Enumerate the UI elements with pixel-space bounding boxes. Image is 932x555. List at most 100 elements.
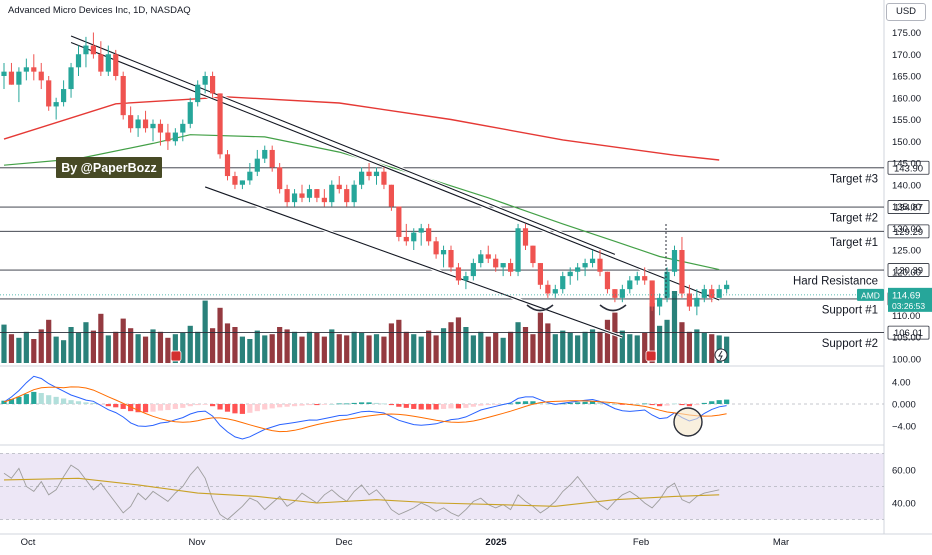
volume-bar <box>433 335 439 363</box>
pattern-arc <box>599 304 627 312</box>
candle-body <box>359 171 365 185</box>
volume-bar <box>381 336 387 363</box>
earnings-marker-icon <box>170 350 182 362</box>
ma-long-line <box>3 96 720 161</box>
volume-bar <box>232 327 238 363</box>
volume-bar <box>508 331 514 363</box>
macd-histogram-bar <box>61 398 67 404</box>
candle-body <box>701 289 707 298</box>
level-badge <box>887 160 930 175</box>
volume-bar <box>314 333 320 363</box>
macd-histogram-bar <box>321 404 327 405</box>
volume-bar <box>522 327 529 363</box>
volume-bar <box>351 331 357 363</box>
trend-channel <box>70 34 720 339</box>
volume-bar <box>53 336 59 363</box>
candle-body <box>515 228 521 272</box>
macd-histogram-bar <box>53 396 59 404</box>
macd-histogram-bar <box>485 404 491 406</box>
candle-body <box>68 67 74 90</box>
volume-bar <box>478 331 484 363</box>
macd-histogram-bar <box>388 404 394 406</box>
volume-bar <box>254 330 260 363</box>
candle-body <box>530 245 536 264</box>
volume-bar <box>113 331 119 363</box>
volume-bar <box>224 323 231 363</box>
volume-bar <box>634 335 640 363</box>
volume-bar <box>31 339 37 363</box>
currency-selector[interactable]: USD <box>886 3 926 21</box>
candle-body <box>508 263 514 272</box>
macd-histogram-bar <box>142 404 149 413</box>
candle-body <box>61 89 67 103</box>
candle-body <box>575 267 581 272</box>
macd-histogram-bar <box>589 401 596 404</box>
symbol-title: Advanced Micro Devices Inc, 1D, NASDAQ <box>8 5 191 16</box>
level-badge-value: 120.39 <box>894 266 923 277</box>
macd-histogram-bar <box>38 393 44 404</box>
volume-bar <box>589 329 596 363</box>
candle-body <box>455 267 462 281</box>
candle-body <box>8 71 15 85</box>
price-tick-label: 165.00 <box>892 72 921 83</box>
macd-histogram-bar <box>649 404 655 406</box>
volume-bar <box>68 327 74 363</box>
price-tick-label: 160.00 <box>892 93 921 104</box>
macd-histogram-bar <box>493 404 499 405</box>
candle-body <box>433 241 439 255</box>
candle-body <box>724 284 730 290</box>
macd-histogram-bar <box>120 404 126 409</box>
macd-histogram-bar <box>560 403 566 405</box>
price-tick-label: 125.00 <box>892 246 921 257</box>
candle-body <box>299 193 305 198</box>
candle-body <box>31 67 37 72</box>
macd-histogram-bar <box>545 403 551 405</box>
macd-histogram-bar <box>105 404 111 407</box>
volume-bar <box>485 336 491 363</box>
macd-histogram-bar <box>396 404 402 407</box>
candle-body <box>157 123 164 133</box>
time-tick-label: 2025 <box>485 537 507 548</box>
candle-body <box>224 154 231 177</box>
macd-histogram-bar <box>604 402 611 404</box>
rsi-pane <box>3 464 720 521</box>
macd-histogram-bar <box>239 404 245 414</box>
macd-histogram-bar <box>46 395 52 404</box>
candle-body <box>470 263 476 277</box>
candle-body <box>388 184 394 207</box>
candle-body <box>83 45 89 55</box>
volume-bar <box>329 329 335 363</box>
candle-body <box>344 189 350 203</box>
candle-body <box>98 54 104 72</box>
candle-body <box>589 258 596 264</box>
level-label: Support #2 <box>822 338 878 350</box>
volume-bar <box>120 318 126 363</box>
price-tick-label: 135.00 <box>892 202 921 213</box>
price-tick-label: 120.00 <box>892 267 921 278</box>
candle-body <box>485 254 491 259</box>
candle-body <box>75 54 82 68</box>
volume-bar <box>150 329 156 363</box>
candle-body <box>649 280 655 307</box>
candle-body <box>478 254 484 264</box>
candle-body <box>671 250 678 272</box>
volume-bar <box>8 334 15 363</box>
candle-body <box>411 232 417 242</box>
channel-line <box>70 41 720 301</box>
volume-bar <box>16 337 22 363</box>
volume-bar <box>657 325 663 363</box>
macd-histogram-bar <box>381 403 387 405</box>
candle-body <box>351 184 357 203</box>
candle-body <box>247 171 253 181</box>
macd-histogram-bar <box>299 404 305 406</box>
volume-bar <box>321 336 327 363</box>
candle-body <box>314 189 320 198</box>
flash-icon <box>714 348 728 362</box>
volume-bar <box>366 335 372 363</box>
candle-body <box>210 76 216 94</box>
volume-bar <box>388 323 394 363</box>
macd-histogram-bar <box>359 402 365 404</box>
macd-histogram-bar <box>455 404 462 409</box>
macd-histogram-bar <box>567 402 573 404</box>
